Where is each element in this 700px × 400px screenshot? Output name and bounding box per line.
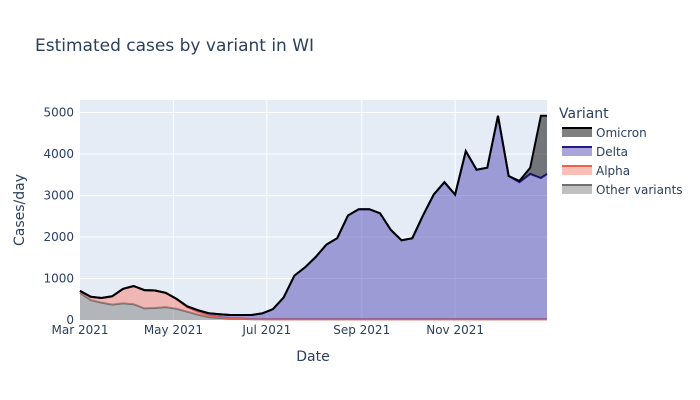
x-tick-label: Sep 2021 bbox=[333, 323, 390, 337]
omicron-line bbox=[79, 114, 547, 316]
x-tick-label: Nov 2021 bbox=[426, 323, 484, 337]
y-tick-label: 5000 bbox=[43, 105, 74, 119]
legend[interactable]: Variant Omicron Delta Alpha Other variants bbox=[559, 106, 683, 197]
tick-label-layer: 0 1000 2000 3000 4000 5000 Mar 2021 May 2021 Jul… bbox=[43, 105, 484, 337]
x-tick-label: May 2021 bbox=[144, 323, 203, 337]
delta-legend-swatch bbox=[562, 147, 592, 156]
y-axis-title: Cases/day bbox=[12, 174, 28, 246]
y-tick-label: 4000 bbox=[43, 147, 74, 161]
alpha-area bbox=[80, 286, 547, 320]
grid-layer bbox=[80, 100, 547, 320]
area-layer bbox=[79, 114, 548, 321]
other-variants-area bbox=[80, 293, 547, 320]
legend-title: Variant bbox=[559, 106, 609, 122]
y-tick-label: 1000 bbox=[43, 271, 74, 285]
other-variants-legend-swatch bbox=[562, 185, 592, 194]
x-axis-title: Date bbox=[296, 349, 329, 365]
omicron-legend-label: Omicron bbox=[596, 126, 647, 140]
alpha-legend-swatch bbox=[562, 166, 592, 175]
y-tick-label: 3000 bbox=[43, 188, 74, 202]
omicron-legend-swatch bbox=[562, 128, 592, 137]
alpha-legend-label: Alpha bbox=[596, 164, 630, 178]
y-tick-label: 0 bbox=[66, 313, 74, 327]
x-tick-label: Mar 2021 bbox=[52, 323, 109, 337]
y-tick-label: 2000 bbox=[43, 230, 74, 244]
x-tick-label: Jul 2021 bbox=[241, 323, 291, 337]
delta-legend-label: Delta bbox=[596, 145, 628, 159]
other-variants-legend-label: Other variants bbox=[596, 183, 683, 197]
chart-title: Estimated cases by variant in WI bbox=[35, 36, 314, 56]
delta-area bbox=[80, 115, 547, 320]
